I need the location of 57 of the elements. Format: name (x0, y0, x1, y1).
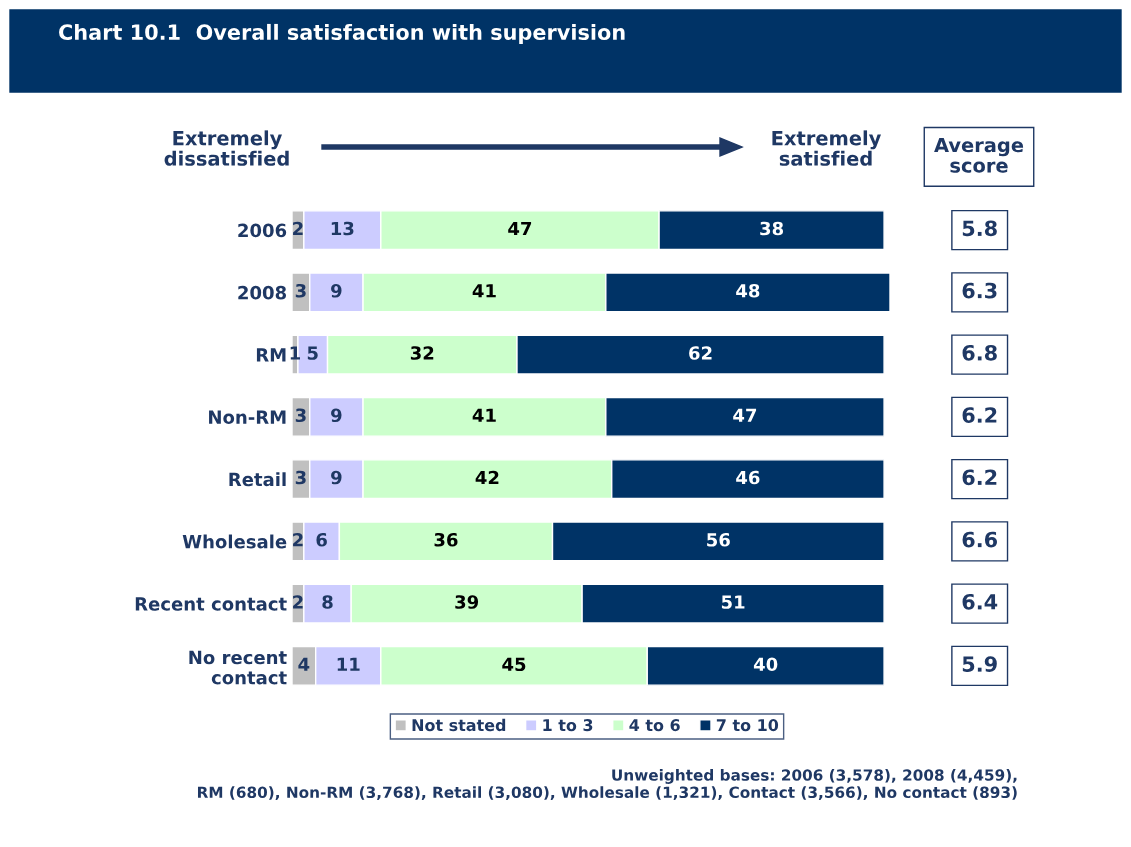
legend-label: 1 to 3 (543, 719, 593, 732)
data-label: 41 (472, 408, 496, 422)
chart-title: Chart 10.1 Overall satisfaction with supervision (59, 23, 625, 45)
data-label: 2 (293, 532, 303, 547)
data-label: 48 (736, 283, 760, 298)
legend-label: 7 to 10 (716, 719, 779, 732)
data-label: 4 (298, 657, 310, 671)
y-tick-label: 2006 (238, 223, 287, 238)
data-label: 32 (410, 346, 434, 360)
data-label: 47 (733, 408, 757, 422)
data-label: 8 (322, 595, 333, 609)
y-tick-label: Recent contact (135, 597, 287, 611)
text: 6.2 (962, 469, 997, 486)
data-label: 56 (707, 532, 730, 547)
y-tick-label: Retail (229, 472, 286, 487)
text: Extremely dissatisfied (164, 130, 289, 166)
y-tick-label: Non-RM (209, 410, 286, 424)
data-label: 3 (295, 283, 306, 298)
text: 6.6 (962, 531, 998, 548)
y-tick-label: RM (256, 348, 286, 362)
data-label: 1 (290, 346, 300, 360)
data-label: 62 (689, 346, 712, 360)
data-label: 46 (736, 470, 760, 485)
text: Extremely satisfied (772, 130, 881, 166)
text: 6.2 (962, 407, 997, 423)
data-label: 11 (337, 657, 360, 671)
legend-label: 4 to 6 (629, 719, 680, 732)
text: 5.9 (962, 656, 997, 672)
data-label: 9 (331, 408, 342, 423)
data-label: 3 (295, 470, 306, 485)
y-tick-label: 2008 (238, 285, 287, 300)
data-label: 9 (331, 283, 342, 298)
data-label: 13 (331, 221, 354, 236)
y-tick-label: No recent contact (189, 650, 287, 685)
y-tick-label: Wholesale (182, 534, 287, 549)
text: Average score (934, 137, 1024, 173)
text: 6.8 (962, 344, 997, 361)
data-label: 51 (721, 595, 745, 609)
data-label: 47 (508, 221, 532, 236)
text: Unweighted bases: 2006 (3,578), 2008 (4,459), RM (680), Non-RM (3,768), Retail (3,080), Wholesale (1,321), Contact (3,566), No contact (893) (197, 768, 1017, 800)
data-label: 3 (295, 408, 306, 423)
data-label: 2 (293, 221, 303, 236)
data-label: 41 (472, 284, 496, 298)
data-label: 6 (316, 532, 327, 547)
data-label: 2 (293, 595, 303, 609)
data-label: 40 (753, 657, 778, 672)
legend-label: Not stated (412, 718, 506, 732)
data-label: 36 (434, 532, 458, 547)
data-label: 42 (475, 470, 499, 485)
text: 6.4 (962, 593, 998, 610)
data-label: 38 (760, 221, 784, 236)
text: 5.8 (962, 220, 997, 237)
data-label: 39 (455, 595, 479, 609)
data-label: 45 (502, 657, 526, 672)
data-label: 9 (331, 470, 342, 485)
data-label: 5 (307, 346, 318, 360)
text: 6.3 (962, 282, 997, 299)
